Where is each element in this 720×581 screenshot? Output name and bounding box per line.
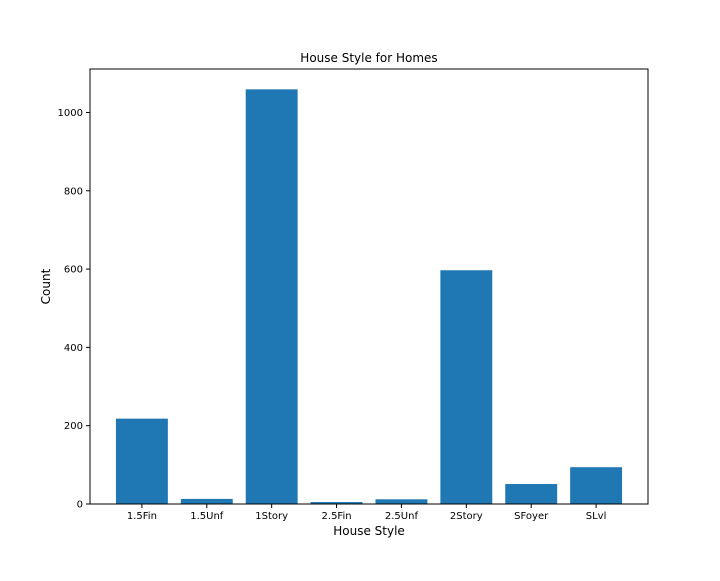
bar-SLvl bbox=[570, 467, 623, 504]
x-tick-label: 2.5Fin bbox=[322, 511, 352, 522]
x-tick-label: 1.5Fin bbox=[127, 511, 157, 522]
y-tick-label: 1000 bbox=[58, 108, 83, 119]
bar-2.5Fin bbox=[310, 502, 363, 504]
x-tick-label: 2Story bbox=[450, 511, 483, 522]
x-tick-label: 1.5Unf bbox=[190, 511, 224, 522]
bar-2Story bbox=[440, 270, 493, 504]
y-tick-label: 200 bbox=[64, 421, 83, 432]
y-tick-label: 600 bbox=[64, 265, 83, 276]
bar-1Story bbox=[245, 89, 298, 504]
bar-1.5Fin bbox=[115, 418, 168, 504]
x-axis-label: House Style bbox=[333, 524, 405, 538]
y-axis-label: Count bbox=[39, 268, 53, 304]
bar-1.5Unf bbox=[180, 498, 233, 504]
x-axis-ticks: 1.5Fin 1.5Unf 1Story 2.5Fin 2.5Unf 2Story SFoy… bbox=[127, 504, 607, 522]
y-tick-label: 800 bbox=[64, 186, 83, 197]
y-tick-label: 0 bbox=[77, 500, 83, 511]
x-tick-label: SLvl bbox=[586, 511, 607, 522]
x-tick-label: 2.5Unf bbox=[385, 511, 419, 522]
x-tick-label: 1Story bbox=[255, 511, 288, 522]
bar-2.5Unf bbox=[375, 499, 428, 504]
plot-frame bbox=[89, 68, 649, 505]
y-axis-ticks: 0 200 400 600 800 1000 bbox=[58, 108, 90, 511]
x-tick-label: SFoyer bbox=[514, 511, 549, 522]
bars-group bbox=[115, 89, 623, 504]
chart-title: House Style for Homes bbox=[300, 51, 437, 65]
bar-SFoyer bbox=[505, 484, 558, 504]
y-tick-label: 400 bbox=[64, 343, 83, 354]
